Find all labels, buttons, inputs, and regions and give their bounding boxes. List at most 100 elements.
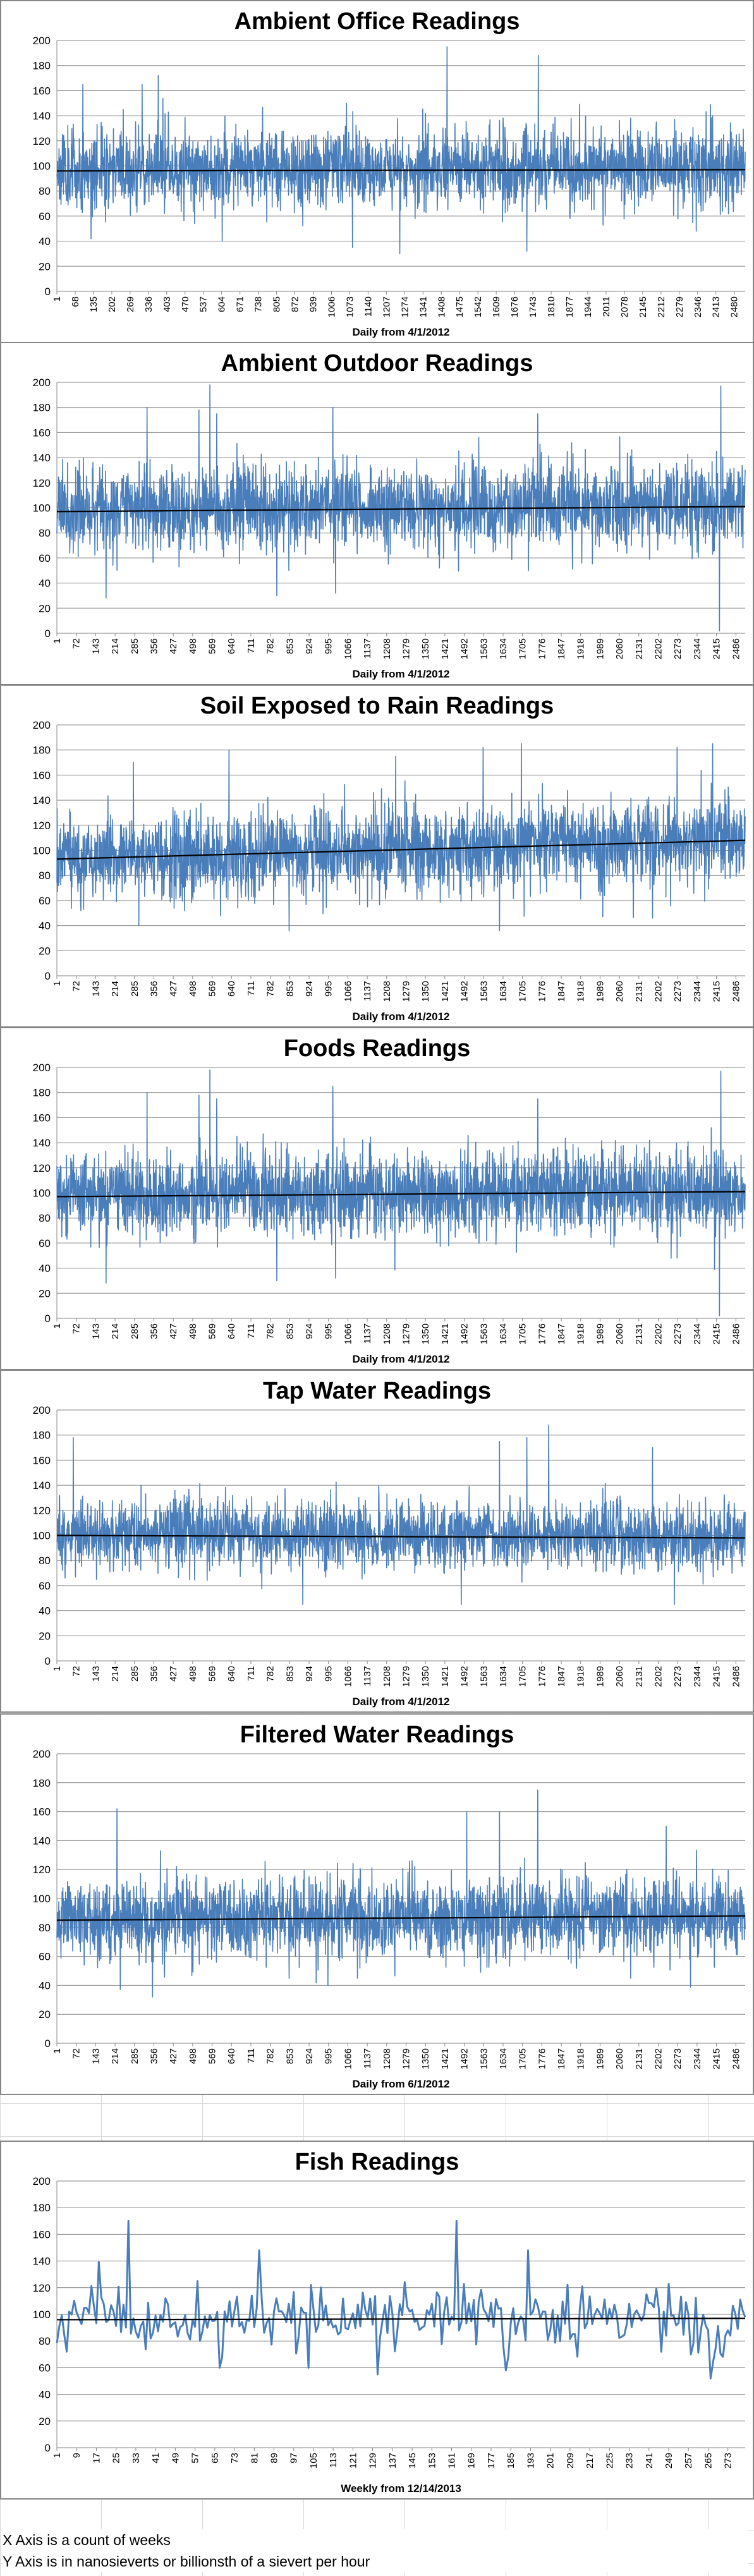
y-tick-label: 140 [33, 1835, 51, 1847]
x-tick-label: 2145 [638, 296, 648, 317]
y-tick-label: 20 [39, 1287, 51, 1299]
x-tick-label: 853 [284, 981, 295, 997]
chart-panel-tap-water[interactable]: Tap Water Readings 0 20 40 60 80 100 120 140 160 1… [0, 1370, 754, 1713]
x-tick-label: 924 [304, 1323, 315, 1339]
x-tick-label: 356 [149, 638, 159, 654]
y-tick-label: 0 [45, 628, 51, 640]
chart-svg: Ambient Office Readings02040608010012014… [33, 8, 746, 338]
x-tick-label: 269 [125, 296, 136, 312]
x-tick-label: 2415 [712, 1666, 722, 1687]
x-tick-label: 2346 [693, 296, 703, 317]
x-tick-label: 1634 [498, 981, 509, 1002]
y-tick-label: 140 [33, 1137, 51, 1149]
x-tick-label: 1847 [556, 1323, 567, 1344]
y-tick-label: 200 [33, 719, 51, 731]
x-tick-label: 498 [188, 981, 198, 997]
x-tick-label: 1341 [418, 296, 429, 317]
x-tick-label: 1743 [528, 296, 538, 317]
x-tick-label: 1279 [401, 1323, 411, 1344]
x-tick-label: 1066 [343, 1323, 353, 1344]
x-tick-label: 356 [149, 981, 159, 997]
x-tick-label: 143 [90, 638, 101, 654]
x-tick-label: 217 [585, 2453, 595, 2469]
chart-panel-soil[interactable]: Soil Exposed to Rain Readings 0 20 40 60 80 10… [0, 684, 754, 1028]
x-axis: 1 72 143 214 285 356 427 498 569 640 711 782 853 924 9… [52, 633, 741, 659]
x-tick-label: 113 [328, 2453, 339, 2468]
x-tick-label: 2131 [634, 638, 645, 659]
x-tick-label: 1563 [478, 1323, 489, 1344]
y-tick-label: 100 [33, 502, 51, 514]
chart-svg: Ambient Outdoor Readings 0 20 40 60 80 100 120 1… [33, 350, 746, 680]
y-tick-label: 80 [39, 1555, 51, 1567]
x-tick-label: 72 [71, 2048, 82, 2059]
x-axis: 1 72 143 214 285 356 427 498 569 640 711 782 853 924 9… [52, 1318, 741, 1344]
x-tick-label: 285 [130, 2048, 140, 2064]
x-axis-label: Daily from 4/1/2012 [352, 1011, 449, 1023]
y-tick-label: 60 [39, 2362, 51, 2374]
x-tick-label: 1 [52, 2453, 63, 2458]
x-tick-label: 1492 [459, 1323, 470, 1344]
x-tick-label: 2486 [731, 1666, 741, 1687]
y-tick-label: 180 [33, 2202, 51, 2214]
x-tick-label: 2344 [692, 1666, 703, 1687]
x-tick-label: 97 [289, 2453, 300, 2464]
x-tick-label: 924 [304, 2048, 315, 2064]
x-tick-label: 214 [110, 981, 121, 997]
x-tick-label: 81 [249, 2453, 260, 2464]
x-tick-label: 1066 [343, 638, 353, 659]
y-tick-label: 100 [33, 1530, 51, 1542]
x-tick-label: 711 [246, 1323, 257, 1339]
series-line [56, 2220, 746, 2379]
y-tick-label: 120 [33, 1162, 51, 1174]
x-tick-label: 640 [226, 1323, 237, 1339]
x-tick-label: 2060 [614, 1323, 625, 1344]
x-tick-label: 1137 [362, 2048, 373, 2069]
x-tick-label: 1877 [564, 296, 575, 317]
x-tick-label: 1421 [440, 981, 451, 1002]
x-tick-label: 1705 [518, 2048, 528, 2069]
y-tick-label: 200 [33, 1404, 51, 1416]
chart-panel-ambient-office[interactable]: Ambient Office Readings 0 20 40 60 80 100 120 14… [0, 0, 754, 343]
x-tick-label: 995 [324, 638, 334, 654]
x-tick-label: 2413 [711, 296, 722, 317]
y-tick-label: 100 [33, 845, 51, 857]
y-tick-label: 60 [39, 1580, 51, 1592]
x-tick-label: 17 [91, 2453, 102, 2464]
x-tick-label: 241 [644, 2453, 655, 2469]
x-tick-label: 2078 [619, 296, 630, 317]
x-tick-label: 121 [348, 2453, 358, 2469]
x-tick-label: 2415 [712, 1323, 722, 1344]
x-tick-label: 427 [168, 1666, 179, 1682]
x-tick-label: 1 [52, 638, 63, 643]
y-tick-label: 200 [33, 35, 51, 47]
y-tick-label: 160 [33, 769, 51, 781]
y-tick-label: 80 [39, 185, 51, 197]
chart-panel-fish[interactable]: Fish Readings 0 20 40 60 80 100 120 140 160 180 200… [0, 2141, 754, 2500]
x-tick-label: 1810 [546, 296, 557, 317]
x-tick-label: 137 [387, 2453, 398, 2469]
y-tick-label: 120 [33, 2282, 51, 2294]
chart-panel-filtered-water[interactable]: Filtered Water Readings 0 20 40 60 80 100 120 14… [0, 1713, 754, 2095]
y-tick-label: 0 [45, 1313, 51, 1325]
x-axis: 1 72 143 214 285 356 427 498 569 640 711 782 853 924 9… [52, 2043, 741, 2069]
x-tick-label: 1634 [498, 1323, 509, 1344]
chart-panel-ambient-outdoor[interactable]: Ambient Outdoor Readings 0 20 40 60 80 100 120 1… [0, 342, 754, 685]
x-tick-label: 1274 [399, 296, 410, 317]
y-tick-label: 0 [45, 970, 51, 982]
chart-panel-foods[interactable]: Foods Readings 0 20 40 60 80 100 120 140 160 180 20… [0, 1027, 754, 1370]
y-axis: 0 20 40 60 80 100 120 140 160 180 200 [33, 35, 745, 298]
x-tick-label: 2415 [712, 981, 722, 1002]
x-tick-label: 1 [52, 981, 63, 986]
x-tick-label: 2273 [672, 981, 683, 1002]
y-tick-label: 40 [39, 920, 51, 932]
chart-svg: Filtered Water Readings02040608010012014… [33, 1722, 746, 2090]
series-line [56, 1069, 746, 1316]
x-tick-label: 403 [162, 296, 173, 312]
x-tick-label: 427 [168, 2048, 179, 2064]
x-tick-label: 640 [226, 2048, 237, 2064]
x-axis-note: X Axis is a count of weeks [3, 2532, 171, 2548]
x-tick-label: 2273 [672, 1666, 683, 1687]
y-tick-label: 120 [33, 1864, 51, 1876]
x-tick-label: 1137 [362, 638, 373, 659]
x-tick-label: 49 [170, 2453, 181, 2464]
